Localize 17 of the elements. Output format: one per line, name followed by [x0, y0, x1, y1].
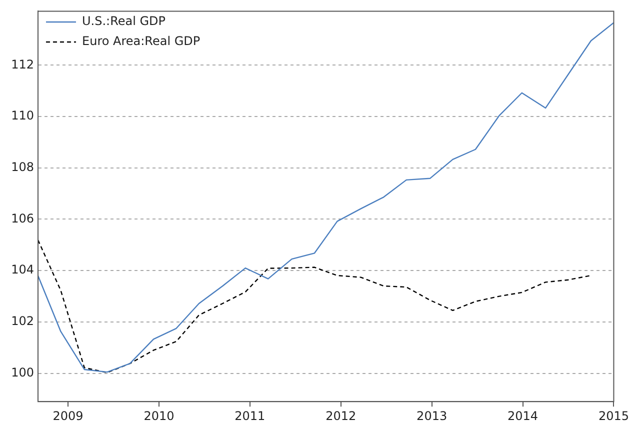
- x-tick-label: 2014: [508, 408, 538, 423]
- y-tick-label: 112: [11, 57, 34, 72]
- x-tick-label: 2009: [52, 408, 84, 423]
- legend-label: Euro Area:Real GDP: [82, 34, 200, 48]
- x-tick-label: 2012: [326, 408, 356, 423]
- x-tick-label: 2010: [144, 408, 174, 423]
- x-tick-label: 2013: [416, 408, 448, 423]
- x-tick-label: 2011: [234, 408, 266, 423]
- y-tick-label: 110: [11, 108, 34, 123]
- legend-label: U.S.:Real GDP: [82, 14, 166, 28]
- y-tick-label: 102: [11, 314, 34, 328]
- y-tick-label: 100: [11, 365, 34, 380]
- y-tick-label: 108: [11, 160, 34, 174]
- y-tick-label: 106: [11, 211, 34, 226]
- x-tick-label: 2015: [598, 408, 630, 423]
- y-tick-label: 104: [11, 262, 34, 277]
- line-series: [38, 239, 592, 374]
